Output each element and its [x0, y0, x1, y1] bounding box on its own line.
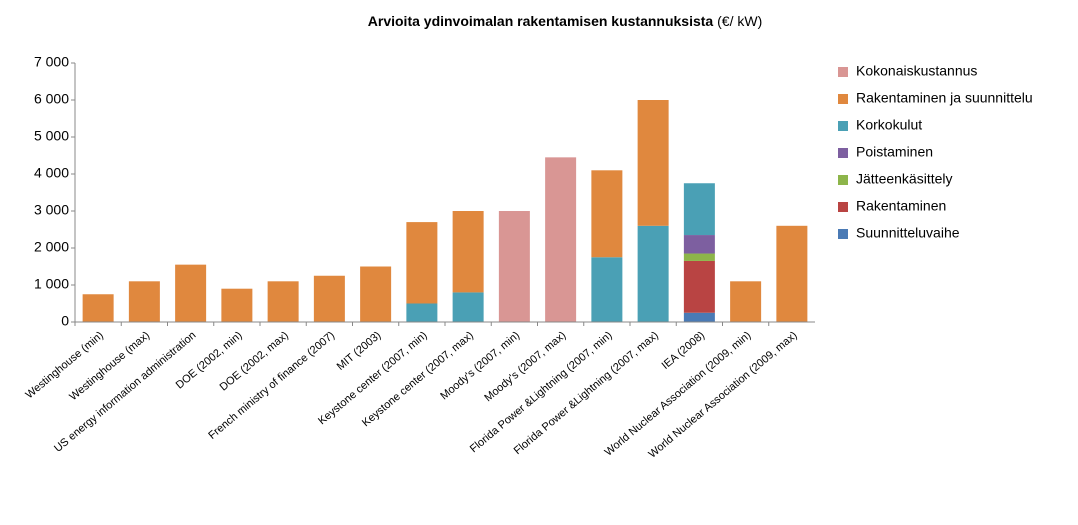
bar-segment [776, 225, 808, 322]
y-tick-label: 0 [61, 313, 69, 329]
x-tick-label: Westinghouse (min) [23, 329, 105, 401]
bar-segment [175, 264, 207, 322]
x-tick-label: Moody's (2007, min) [438, 329, 522, 402]
legend-swatch [838, 148, 848, 158]
y-tick-label: 5 000 [34, 128, 69, 144]
y-tick-label: 2 000 [34, 239, 69, 255]
legend-swatch [838, 175, 848, 185]
bar-segment [267, 281, 299, 322]
bar-segment [683, 235, 715, 254]
legend-swatch [838, 94, 848, 104]
legend-label: Suunnitteluvaihe [856, 225, 960, 241]
y-tick-label: 1 000 [34, 276, 69, 292]
bar-segment [683, 260, 715, 313]
legend-swatch [838, 67, 848, 77]
bar-segment [128, 281, 160, 322]
bar-segment [452, 211, 484, 293]
bar-segment [683, 312, 715, 322]
bar-segment [730, 281, 762, 322]
bar-segment [406, 222, 438, 304]
bar-segment [498, 211, 530, 322]
legend-label: Rakentaminen ja suunnittelu [856, 90, 1033, 106]
x-tick-label: IEA (2008) [660, 329, 708, 372]
bar-segment [452, 292, 484, 322]
y-tick-label: 7 000 [34, 54, 69, 70]
legend-label: Korkokulut [856, 117, 922, 133]
y-tick-label: 4 000 [34, 165, 69, 181]
legend-label: Poistaminen [856, 144, 933, 160]
bar-segment [313, 275, 345, 322]
legend-label: Kokonaiskustannus [856, 63, 977, 79]
bar-segment [637, 100, 669, 226]
bar-segment [545, 157, 577, 322]
y-tick-label: 6 000 [34, 91, 69, 107]
legend-swatch [838, 121, 848, 131]
legend-swatch [838, 229, 848, 239]
legend-label: Jätteenkäsittely [856, 171, 953, 187]
x-tick-label: Moody's (2007, max) [482, 329, 568, 404]
bar-segment [591, 170, 623, 258]
x-tick-label: MIT (2003) [335, 329, 384, 373]
bar-segment [683, 183, 715, 236]
bar-segment [591, 257, 623, 322]
x-tick-label: Westinghouse (max) [67, 329, 152, 403]
chart-title: Arvioita ydinvoimalan rakentamisen kusta… [368, 13, 762, 29]
title-main: Arvioita ydinvoimalan rakentamisen kusta… [368, 13, 714, 29]
title-unit: (€/ kW) [717, 13, 762, 29]
bar-segment [82, 294, 114, 322]
bar-segment [221, 288, 253, 322]
legend-label: Rakentaminen [856, 198, 946, 214]
bar-segment [360, 266, 392, 322]
bar-segment [637, 225, 669, 322]
bar-segment [406, 303, 438, 322]
legend-swatch [838, 202, 848, 212]
bar-segment [683, 253, 715, 261]
y-tick-label: 3 000 [34, 202, 69, 218]
